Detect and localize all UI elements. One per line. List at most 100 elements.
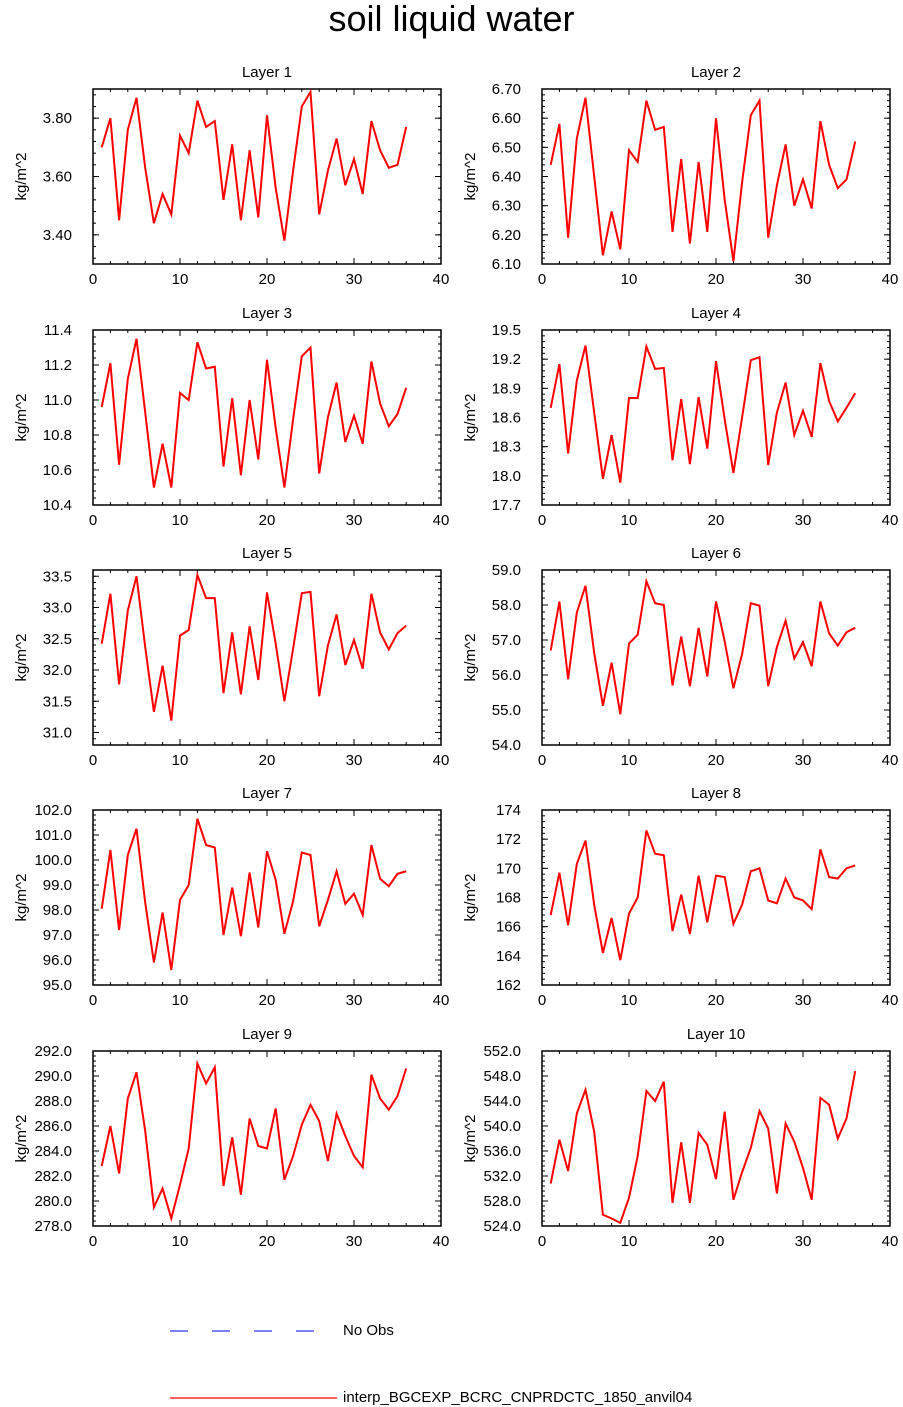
x-tick-label: 30: [346, 512, 363, 529]
y-tick-label: 17.7: [492, 497, 521, 514]
y-tick-label: 3.60: [43, 169, 72, 186]
chart-panel-9: Layer 9 kg/m^2 0 10 20 30 40 278.0 280.0 282.0 284…: [13, 1026, 449, 1250]
y-tick-label: 10.6: [43, 462, 72, 479]
panel-title: Layer 2: [691, 64, 741, 81]
x-tick-label: 0: [538, 512, 546, 529]
y-axis-label: kg/m^2: [462, 1115, 479, 1163]
panel-title: Layer 4: [691, 305, 741, 322]
y-tick-label: 97.0: [43, 927, 72, 944]
x-tick-label: 20: [259, 752, 276, 769]
x-tick-label: 20: [708, 1233, 725, 1250]
x-tick-label: 30: [346, 1233, 363, 1250]
x-tick-label: 40: [882, 271, 899, 288]
x-tick-label: 20: [708, 271, 725, 288]
x-tick-label: 0: [538, 271, 546, 288]
x-tick-label: 40: [433, 512, 450, 529]
chart-panel-2: Layer 2 kg/m^2 0 10 20 30 40 6.10 6.20 6.30 6.40 6.…: [462, 64, 898, 288]
y-tick-label: 162: [496, 977, 521, 994]
x-tick-label: 30: [795, 271, 812, 288]
x-tick-label: 0: [538, 1233, 546, 1250]
panel-title: Layer 9: [242, 1026, 292, 1043]
x-tick-label: 20: [259, 1233, 276, 1250]
y-tick-label: 96.0: [43, 952, 72, 969]
series-line: [549, 342, 857, 483]
y-tick-label: 174: [496, 802, 521, 819]
x-tick-label: 30: [346, 992, 363, 1009]
x-tick-label: 0: [89, 1233, 97, 1250]
panel-title: Layer 7: [242, 785, 292, 802]
x-tick-label: 20: [259, 512, 276, 529]
series-line: [549, 1070, 857, 1225]
y-tick-label: 170: [496, 860, 521, 877]
series-line: [549, 830, 856, 961]
y-tick-label: 11.0: [44, 392, 72, 409]
y-tick-label: 532.0: [483, 1168, 521, 1185]
y-tick-label: 6.70: [492, 81, 521, 98]
y-tick-label: 3.80: [43, 110, 72, 127]
series-line: [100, 88, 408, 241]
y-tick-label: 292.0: [34, 1043, 72, 1060]
chart-panel-10: Layer 10 kg/m^2 0 10 20 30 40 524.0 528.0 532.0 53…: [462, 1026, 898, 1250]
x-tick-label: 10: [172, 271, 189, 288]
y-axis-label: kg/m^2: [13, 394, 30, 442]
panel-title: Layer 10: [687, 1026, 745, 1043]
x-tick-label: 20: [708, 992, 725, 1009]
x-tick-label: 0: [538, 992, 546, 1009]
y-tick-label: 56.0: [492, 667, 521, 684]
y-tick-label: 57.0: [492, 632, 521, 649]
y-tick-label: 95.0: [43, 977, 72, 994]
y-tick-label: 290.0: [34, 1068, 72, 1085]
x-tick-label: 40: [882, 752, 899, 769]
x-tick-label: 10: [172, 992, 189, 1009]
chart-panel-7: Layer 7 kg/m^2 0 10 20 30 40 95.0 96.0 97.0 98.0 99…: [13, 785, 449, 1009]
chart-panel-6: Layer 6 kg/m^2 0 10 20 30 40 54.0 55.0 56.0 57.0 58…: [462, 545, 898, 769]
y-tick-label: 33.0: [43, 600, 72, 617]
x-tick-label: 10: [621, 271, 638, 288]
y-tick-label: 282.0: [34, 1168, 72, 1185]
x-tick-label: 20: [259, 992, 276, 1009]
y-axis-label: kg/m^2: [462, 874, 479, 922]
series-line: [549, 577, 856, 715]
x-tick-label: 40: [882, 992, 899, 1009]
y-tick-label: 536.0: [483, 1143, 521, 1160]
y-tick-label: 544.0: [483, 1093, 521, 1110]
y-axis-label: kg/m^2: [462, 634, 479, 682]
y-tick-label: 6.50: [492, 139, 521, 156]
x-tick-label: 0: [89, 992, 97, 1009]
y-tick-label: 288.0: [34, 1093, 72, 1110]
x-tick-label: 10: [621, 992, 638, 1009]
page-title: soil liquid water: [328, 0, 575, 39]
y-tick-label: 284.0: [34, 1143, 72, 1160]
x-tick-label: 20: [259, 271, 276, 288]
panel-title: Layer 1: [242, 64, 292, 81]
y-tick-label: 31.5: [43, 693, 72, 710]
x-tick-label: 30: [795, 992, 812, 1009]
y-tick-label: 548.0: [483, 1068, 521, 1085]
y-tick-label: 3.40: [43, 227, 72, 244]
y-tick-label: 18.6: [492, 410, 521, 427]
series-line: [549, 97, 857, 262]
y-tick-label: 6.40: [492, 169, 521, 186]
x-tick-label: 10: [172, 752, 189, 769]
series-line: [100, 571, 407, 721]
x-tick-label: 40: [433, 752, 450, 769]
x-tick-label: 0: [89, 512, 97, 529]
y-tick-label: 6.20: [492, 227, 521, 244]
y-tick-label: 18.0: [492, 468, 521, 485]
y-tick-label: 59.0: [492, 562, 521, 579]
y-tick-label: 286.0: [34, 1118, 72, 1135]
y-tick-label: 55.0: [492, 702, 521, 719]
x-tick-label: 0: [89, 271, 97, 288]
chart-panel-1: Layer 1 kg/m^2 0 10 20 30 40 3.40 3.60 3.80: [13, 64, 449, 288]
y-tick-label: 168: [496, 890, 521, 907]
y-tick-label: 552.0: [483, 1043, 521, 1060]
x-tick-label: 30: [346, 271, 363, 288]
y-tick-label: 166: [496, 919, 521, 936]
y-tick-label: 58.0: [492, 597, 521, 614]
y-tick-label: 164: [496, 948, 521, 965]
x-tick-label: 10: [621, 1233, 638, 1250]
y-tick-label: 6.60: [492, 110, 521, 127]
x-tick-label: 30: [795, 1233, 812, 1250]
panel-title: Layer 5: [242, 545, 292, 562]
y-tick-label: 6.10: [492, 256, 521, 273]
